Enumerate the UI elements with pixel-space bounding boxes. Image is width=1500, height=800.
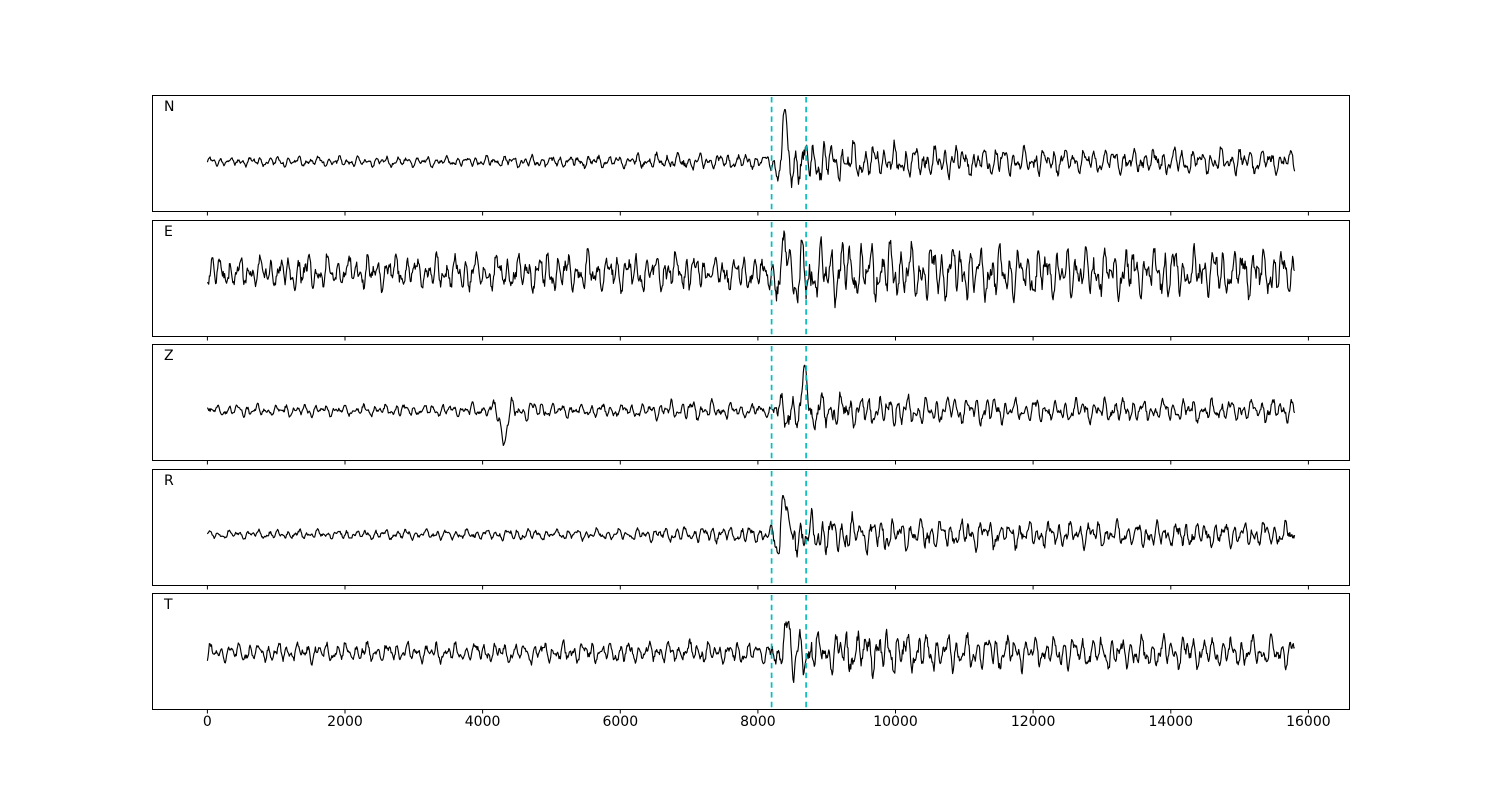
seismic-trace-e xyxy=(206,229,1296,308)
x-tick-label: 8000 xyxy=(740,714,776,730)
x-tick-label: 12000 xyxy=(1010,714,1056,730)
x-tick-label: 10000 xyxy=(873,714,918,730)
x-tick-label: 16000 xyxy=(1286,714,1331,730)
panel-t: T xyxy=(152,593,1350,714)
panel-e: E xyxy=(152,219,1350,340)
panel-label-z: Z xyxy=(164,348,174,364)
panel-r: R xyxy=(152,468,1350,589)
waveform-plot-r xyxy=(206,470,1309,589)
plot-area: N E Z R T 0 2000 4000 6000 8000 10000 12000 140… xyxy=(152,95,1350,730)
x-tick-label: 2000 xyxy=(327,714,363,730)
waveform-plot-e xyxy=(206,221,1309,340)
seismic-trace-t xyxy=(206,620,1296,683)
seismic-trace-z xyxy=(206,364,1296,446)
x-tick-label: 14000 xyxy=(1148,714,1194,730)
x-tick-label: 6000 xyxy=(602,714,639,730)
panel-label-n: N xyxy=(164,99,175,115)
waveform-plot-z xyxy=(206,346,1309,465)
waveform-plot-n xyxy=(206,97,1309,216)
x-tick-label: 4000 xyxy=(464,714,501,730)
waveform-plot-t xyxy=(206,595,1309,714)
x-tick-label: 0 xyxy=(202,714,212,730)
panel-n: N xyxy=(152,95,1350,216)
seismic-trace-r xyxy=(206,494,1296,558)
seismic-trace-n xyxy=(206,108,1296,189)
panel-z: Z xyxy=(152,344,1350,465)
panel-label-t: T xyxy=(164,597,173,613)
panel-label-r: R xyxy=(164,472,174,489)
panel-label-e: E xyxy=(164,223,173,240)
